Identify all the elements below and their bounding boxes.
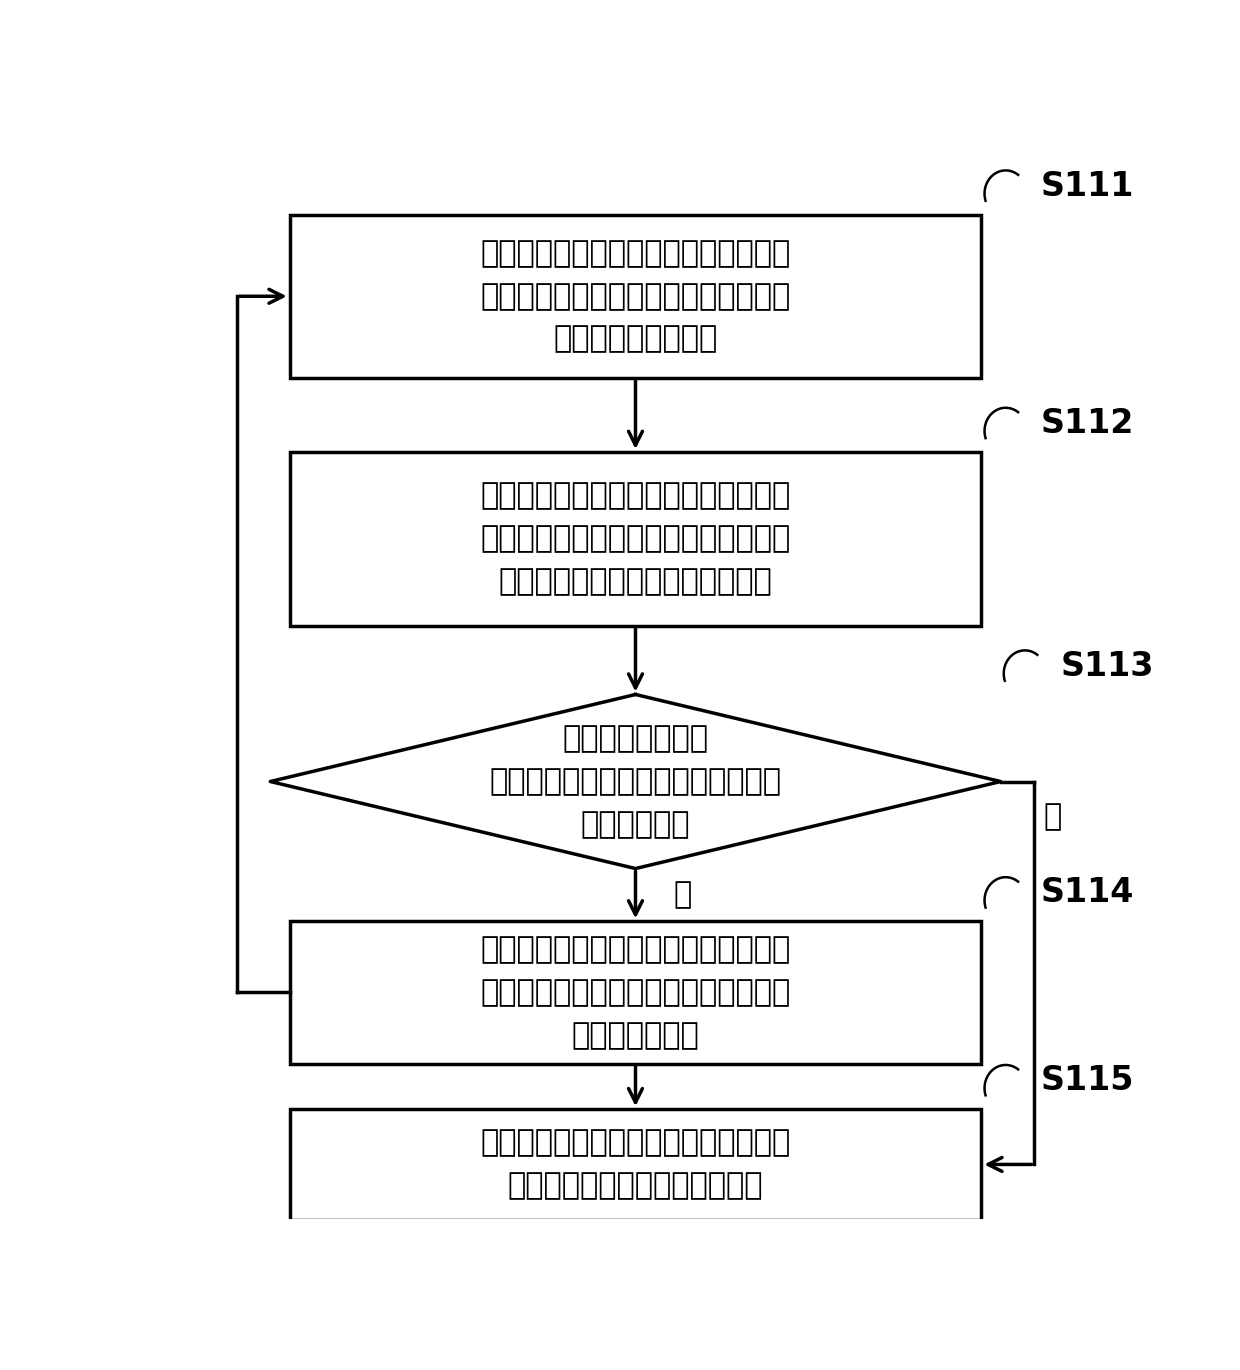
- FancyBboxPatch shape: [290, 1110, 982, 1219]
- Text: 将添加至所述链路节点的所有目标股权
信息作为股权链路信息进行输出: 将添加至所述链路节点的所有目标股权 信息作为股权链路信息进行输出: [480, 1129, 791, 1200]
- Text: 是: 是: [675, 881, 692, 910]
- Text: 将新增资产包的债务主体或债权主体作
为待匹配主体，并根据所述待匹配主体
创建对应的链路节点: 将新增资产包的债务主体或债权主体作 为待匹配主体，并根据所述待匹配主体 创建对应…: [480, 238, 791, 353]
- Text: S114: S114: [1042, 877, 1135, 910]
- Text: S112: S112: [1042, 407, 1135, 440]
- FancyBboxPatch shape: [290, 215, 982, 378]
- Text: 判断所述股权链路
信息中股权信息的层数是否小于所述
链路获取层数: 判断所述股权链路 信息中股权信息的层数是否小于所述 链路获取层数: [490, 725, 781, 838]
- FancyBboxPatch shape: [290, 921, 982, 1063]
- Text: S115: S115: [1042, 1064, 1135, 1097]
- Text: 根据所述主体筛选规则从所述目标股权
信息所包含的主体中筛选得到重要主体
作为待匹配主体: 根据所述主体筛选规则从所述目标股权 信息所包含的主体中筛选得到重要主体 作为待匹…: [480, 936, 791, 1049]
- Text: S113: S113: [1060, 649, 1153, 682]
- Text: 否: 否: [1044, 803, 1063, 832]
- Polygon shape: [270, 695, 1001, 869]
- FancyBboxPatch shape: [290, 452, 982, 626]
- Text: S111: S111: [1042, 170, 1135, 203]
- Text: 获取所述股权信息表中与所述待匹配主
体匹配的主体的股权信息作为对应的目
标股权信息并添加至所述链路节点: 获取所述股权信息表中与所述待匹配主 体匹配的主体的股权信息作为对应的目 标股权信…: [480, 482, 791, 596]
